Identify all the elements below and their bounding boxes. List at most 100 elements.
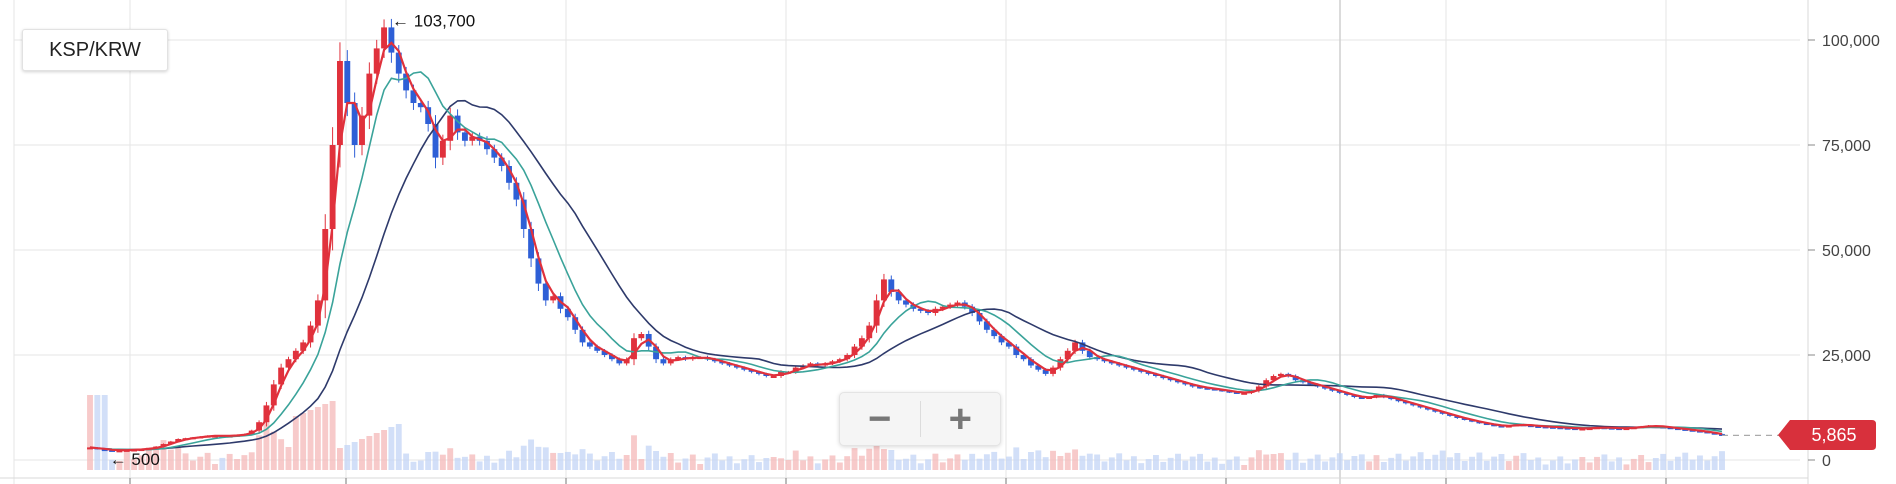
volume-bar-63 bbox=[550, 452, 557, 470]
candle-body-50 bbox=[454, 115, 461, 133]
volume-bar-208 bbox=[1616, 457, 1623, 470]
volume-bar-32 bbox=[322, 404, 329, 470]
candle-body-125 bbox=[1005, 342, 1012, 347]
volume-bar-185 bbox=[1447, 457, 1453, 470]
moving-average-mid-line bbox=[89, 71, 1723, 451]
volume-bar-97 bbox=[800, 460, 807, 470]
candle-body-42 bbox=[395, 52, 402, 74]
volume-bar-196 bbox=[1527, 460, 1534, 470]
zoom-in-button[interactable]: + bbox=[948, 396, 972, 441]
volume-bar-41 bbox=[388, 427, 395, 470]
volume-bar-80 bbox=[675, 462, 682, 470]
candle-body-27 bbox=[285, 359, 292, 368]
volume-bar-38 bbox=[366, 436, 373, 470]
candle-body-35 bbox=[344, 61, 351, 103]
volume-bar-127 bbox=[1020, 459, 1027, 470]
volume-bar-168 bbox=[1322, 461, 1328, 470]
volume-bar-85 bbox=[711, 453, 718, 470]
y-tick-label-2: 50,000 bbox=[1822, 243, 1871, 260]
candle-body-69 bbox=[594, 346, 601, 351]
volume-bar-198 bbox=[1542, 464, 1549, 470]
candle-body-47 bbox=[432, 124, 439, 158]
volume-bar-126 bbox=[1013, 447, 1020, 470]
candle-body-44 bbox=[410, 90, 417, 103]
candle-body-71 bbox=[609, 355, 615, 360]
volume-bar-110 bbox=[895, 459, 902, 470]
volume-bar-30 bbox=[307, 410, 314, 470]
x-axis-ticks bbox=[129, 478, 1667, 484]
volume-bar-10 bbox=[160, 440, 167, 470]
candle-body-72 bbox=[616, 359, 623, 364]
volume-bar-56 bbox=[498, 458, 505, 470]
candle-body-62 bbox=[542, 283, 549, 301]
volume-bar-212 bbox=[1645, 462, 1652, 470]
zoom-out-button[interactable]: − bbox=[868, 396, 892, 441]
volume-bar-210 bbox=[1630, 458, 1637, 470]
candle-body-61 bbox=[535, 258, 542, 284]
candle-body-25 bbox=[270, 384, 277, 406]
volume-bar-69 bbox=[594, 460, 601, 470]
volume-bar-153 bbox=[1211, 457, 1218, 470]
volume-bar-151 bbox=[1197, 453, 1203, 470]
volume-bar-70 bbox=[601, 456, 608, 470]
volume-bar-44 bbox=[410, 461, 417, 470]
candle-body-197 bbox=[1535, 425, 1542, 428]
candle-body-49 bbox=[447, 115, 454, 141]
volume-bar-118 bbox=[954, 454, 961, 470]
candle-body-38 bbox=[366, 73, 373, 116]
candle-body-110 bbox=[895, 292, 902, 301]
volume-bar-116 bbox=[939, 462, 946, 470]
volume-bar-130 bbox=[1042, 457, 1049, 470]
volume-bar-117 bbox=[947, 458, 954, 470]
volume-bar-91 bbox=[756, 462, 762, 470]
volume-bar-173 bbox=[1358, 454, 1365, 470]
volume-bar-194 bbox=[1513, 455, 1520, 470]
volume-bar-176 bbox=[1380, 462, 1387, 470]
volume-bar-79 bbox=[667, 453, 674, 470]
volume-bar-77 bbox=[653, 451, 659, 470]
chart-annotations: ← 103,700 ← 500 bbox=[110, 11, 476, 469]
volume-bar-62 bbox=[542, 447, 549, 470]
volume-bar-164 bbox=[1292, 452, 1299, 470]
price-tag-shape bbox=[1778, 420, 1876, 451]
volume-bar-14 bbox=[189, 460, 196, 470]
volume-bar-33 bbox=[329, 401, 336, 470]
candle-body-126 bbox=[1013, 346, 1020, 355]
volume-bar-20 bbox=[234, 459, 240, 470]
volume-bar-28 bbox=[292, 416, 299, 470]
volume-bar-138 bbox=[1101, 461, 1108, 470]
volume-bar-45 bbox=[417, 460, 424, 470]
volume-bar-64 bbox=[557, 453, 564, 470]
volume-bar-112 bbox=[910, 454, 917, 470]
candle-body-41 bbox=[388, 27, 395, 53]
volume-bar-17 bbox=[212, 464, 218, 470]
candle-body-132 bbox=[1057, 359, 1064, 368]
volume-bar-145 bbox=[1153, 455, 1159, 470]
volume-bar-57 bbox=[506, 450, 512, 470]
volume-bar-59 bbox=[520, 445, 527, 470]
candle-body-173 bbox=[1358, 397, 1365, 399]
volume-bar-3 bbox=[109, 459, 115, 470]
volume-bar-209 bbox=[1623, 464, 1630, 470]
volume-bar-101 bbox=[829, 455, 836, 470]
volume-bar-216 bbox=[1674, 456, 1681, 470]
volume-bar-139 bbox=[1108, 457, 1115, 470]
volume-bar-37 bbox=[359, 439, 365, 470]
volume-bar-36 bbox=[351, 442, 358, 470]
volume-bar-197 bbox=[1535, 457, 1542, 470]
candle-body-58 bbox=[513, 182, 520, 200]
volume-bar-27 bbox=[285, 447, 292, 470]
volume-bar-109 bbox=[888, 450, 895, 470]
volume-bar-188 bbox=[1469, 456, 1475, 470]
candle-body-156 bbox=[1233, 391, 1240, 394]
y-axis-ticks: 0 25,000 50,000 75,000 100,000 bbox=[1808, 33, 1880, 470]
volume-bar-74 bbox=[631, 435, 637, 470]
volume-bar-184 bbox=[1439, 450, 1446, 470]
volume-bar-22 bbox=[248, 452, 255, 470]
zoom-controls: − + bbox=[839, 392, 1001, 446]
candle-body-75 bbox=[638, 334, 645, 339]
volume-bar-49 bbox=[447, 448, 454, 470]
candle-body-129 bbox=[1035, 365, 1042, 370]
volume-bar-155 bbox=[1226, 459, 1233, 470]
